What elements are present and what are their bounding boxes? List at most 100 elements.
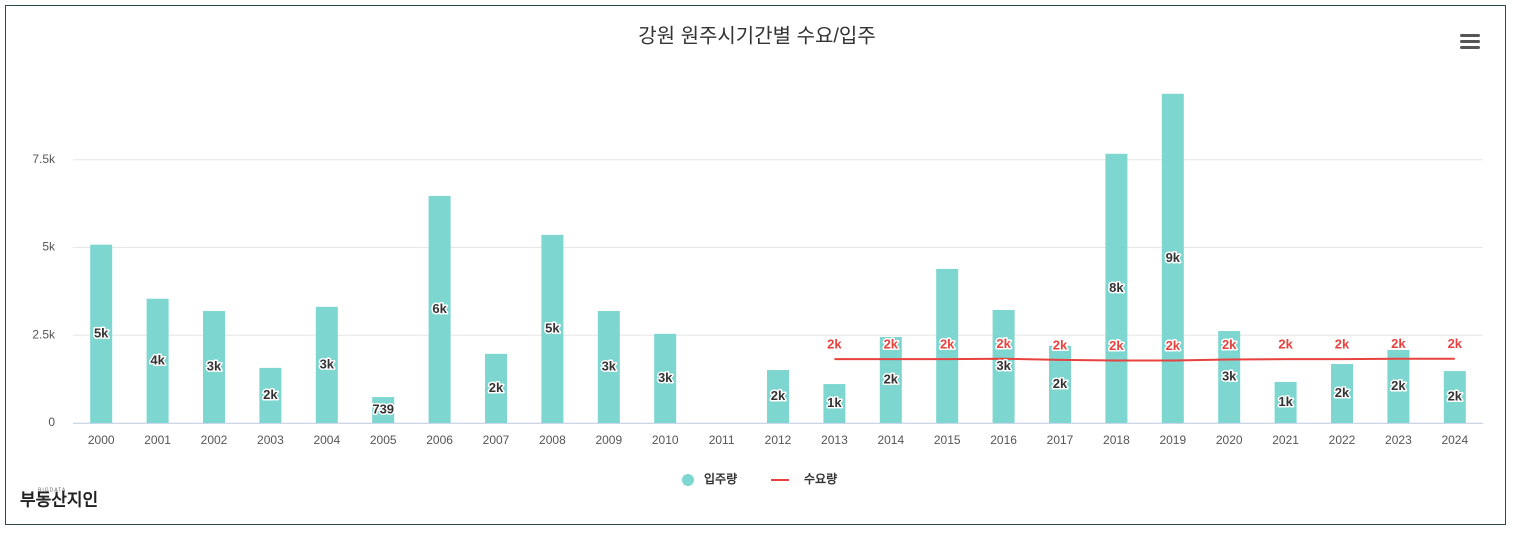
bar-label: 3k (996, 358, 1011, 373)
x-tick-label: 2018 (1103, 433, 1130, 447)
x-tick-label: 2006 (426, 433, 453, 447)
x-tick-label: 2001 (144, 433, 171, 447)
legend-symbol (682, 474, 694, 486)
chart-frame (5, 5, 1506, 525)
bar (823, 384, 846, 423)
bar (936, 268, 959, 423)
x-tick-label: 2012 (765, 433, 792, 447)
bar-label: 6k (432, 301, 447, 316)
x-tick-label: 2015 (934, 433, 961, 447)
line-label: 2k (1335, 337, 1350, 352)
bar (1331, 364, 1353, 423)
chart-title: 강원 원주시기간별 수요/입주 (638, 24, 875, 47)
brand-tag: BIGDATA (38, 487, 66, 493)
line-label: 2k (1053, 337, 1068, 352)
line-label: 2k (884, 337, 899, 352)
x-tick-label: 2009 (595, 433, 622, 447)
bar-label: 3k (1222, 368, 1237, 383)
bar-label: 2k (771, 388, 786, 403)
bar (315, 306, 338, 423)
bar-label: 1k (827, 395, 842, 410)
line-label: 2k (1278, 337, 1293, 352)
bar-label: 5k (545, 320, 560, 335)
x-tick-label: 2007 (483, 433, 510, 447)
x-tick-label: 2013 (821, 433, 848, 447)
x-tick-label: 2022 (1329, 433, 1356, 447)
menu-bar (1460, 40, 1480, 43)
x-tick-label: 2024 (1441, 433, 1468, 447)
bar (1274, 381, 1297, 423)
bar (992, 309, 1015, 423)
bar (597, 311, 620, 423)
brand-name: 부동산지인 (20, 490, 98, 509)
bar-label: 2k (1448, 388, 1463, 403)
bar-label: 4k (150, 352, 165, 367)
bar (203, 311, 225, 423)
bar (90, 244, 113, 423)
bar-label: 739 (372, 401, 394, 416)
x-tick-label: 2002 (201, 433, 228, 447)
bar-label: 2k (1391, 378, 1406, 393)
line-label: 2k (1166, 338, 1181, 353)
bar-label: 3k (658, 370, 673, 385)
y-tick-label: 5k (42, 240, 56, 254)
legend-label: 수요량 (804, 472, 837, 486)
bar-label: 2k (489, 380, 504, 395)
bar (1049, 345, 1071, 423)
x-tick-label: 2019 (1159, 433, 1186, 447)
y-tick-label: 2.5k (32, 327, 56, 341)
bar-label: 3k (320, 356, 335, 371)
x-tick-label: 2016 (990, 433, 1017, 447)
bar-label: 9k (1166, 250, 1181, 265)
bar-label: 8k (1109, 280, 1124, 295)
bar (1387, 349, 1410, 423)
bar (1443, 371, 1466, 423)
line-label: 2k (1448, 336, 1463, 351)
bar (372, 397, 395, 423)
menu-bar (1460, 46, 1480, 49)
x-tick-label: 2021 (1272, 433, 1299, 447)
x-tick-label: 2008 (539, 433, 566, 447)
bar (485, 353, 507, 423)
bar (1105, 153, 1128, 423)
legend-label: 입주량 (704, 472, 737, 486)
x-tick-label: 2003 (257, 433, 284, 447)
bar-label: 3k (207, 358, 222, 373)
bar-label: 2k (1335, 385, 1350, 400)
y-tick-label: 7.5k (32, 152, 56, 166)
bar (428, 195, 451, 423)
line (834, 357, 1455, 362)
menu-bar (1460, 34, 1480, 37)
bar (1161, 93, 1184, 424)
bar (767, 369, 789, 423)
x-tick-label: 2023 (1385, 433, 1412, 447)
x-tick-label: 2004 (313, 433, 340, 447)
bar (1218, 331, 1241, 423)
x-tick-label: 2010 (652, 433, 679, 447)
bar-label: 2k (263, 387, 278, 402)
bar-label: 2k (1053, 376, 1068, 391)
bar (654, 333, 677, 423)
bar-label: 5k (94, 325, 109, 340)
menu-button[interactable] (1460, 34, 1480, 49)
bar (259, 367, 282, 423)
x-tick-label: 2017 (1047, 433, 1074, 447)
bar-label: 1k (1278, 394, 1293, 409)
x-tick-label: 2020 (1216, 433, 1243, 447)
line-label: 2k (827, 337, 842, 352)
line-label: 2k (940, 337, 955, 352)
line-label: 2k (996, 336, 1011, 351)
x-tick-label: 2014 (877, 433, 904, 447)
line-label: 2k (1222, 337, 1237, 352)
x-tick-label: 2000 (88, 433, 115, 447)
x-tick-label: 2011 (709, 433, 735, 447)
bar-label: 2k (884, 371, 899, 386)
line-label: 2k (1109, 338, 1124, 353)
line-label: 2k (1391, 336, 1406, 351)
bar (146, 298, 169, 423)
y-tick-label: 0 (48, 415, 55, 429)
bar-label: 3k (602, 358, 617, 373)
bar (541, 234, 564, 423)
x-tick-label: 2005 (370, 433, 397, 447)
